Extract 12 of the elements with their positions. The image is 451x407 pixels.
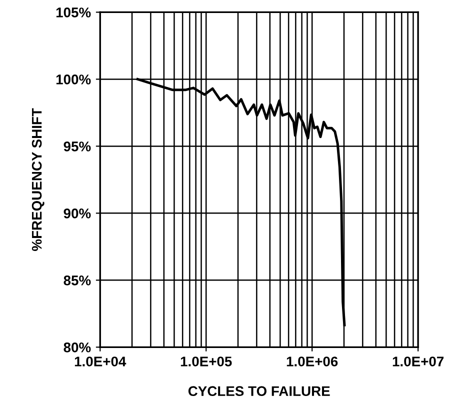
x-tick-label: 1.0E+06	[286, 356, 338, 366]
x-tick-label: 1.0E+07	[392, 356, 444, 366]
y-tick-label: 85%	[64, 276, 91, 286]
y-tick-label: 80%	[64, 342, 91, 352]
x-axis-title: CYCLES TO FAILURE	[188, 386, 330, 396]
y-axis-title: %FREQUENCY SHIFT	[32, 108, 44, 251]
y-tick-label: 105%	[56, 8, 91, 18]
y-tick-label: 95%	[64, 142, 91, 152]
y-tick-label: 90%	[64, 208, 91, 218]
x-tick-label: 1.0E+04	[74, 356, 126, 366]
x-tick-label: 1.0E+05	[180, 356, 232, 366]
y-tick-label: 100%	[56, 74, 91, 84]
